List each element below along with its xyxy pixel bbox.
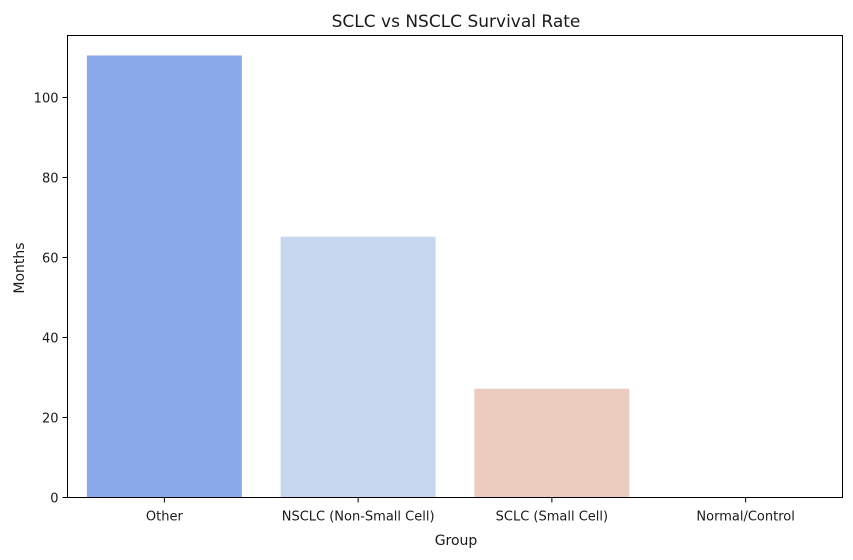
x-tick-label-0: Other <box>146 510 184 525</box>
bars-layer <box>86 55 630 498</box>
bar-2 <box>474 388 630 498</box>
bar-1 <box>280 236 436 498</box>
y-tick-label-0: 0 <box>50 492 58 507</box>
x-tick-label-3: Normal/Control <box>696 510 794 525</box>
y-tick-label-3: 60 <box>42 252 59 267</box>
y-axis-ticks: 0 20 40 60 80 100 <box>34 92 68 507</box>
y-tick-label-1: 20 <box>42 412 59 427</box>
y-tick-label-4: 80 <box>42 172 59 187</box>
x-tick-label-1: NSCLC (Non-Small Cell) <box>282 510 435 525</box>
bar-0 <box>86 55 242 498</box>
x-tick-label-2: SCLC (Small Cell) <box>496 510 608 525</box>
y-tick-label-2: 40 <box>42 332 59 347</box>
x-axis-label: Group <box>435 533 478 549</box>
chart-title: SCLC vs NSCLC Survival Rate <box>332 12 581 32</box>
y-tick-label-5: 100 <box>34 92 59 107</box>
y-axis-label: Months <box>12 242 28 293</box>
x-axis-ticks: Other NSCLC (Non-Small Cell) SCLC (Small C… <box>146 497 795 525</box>
plot-frame <box>67 35 843 498</box>
